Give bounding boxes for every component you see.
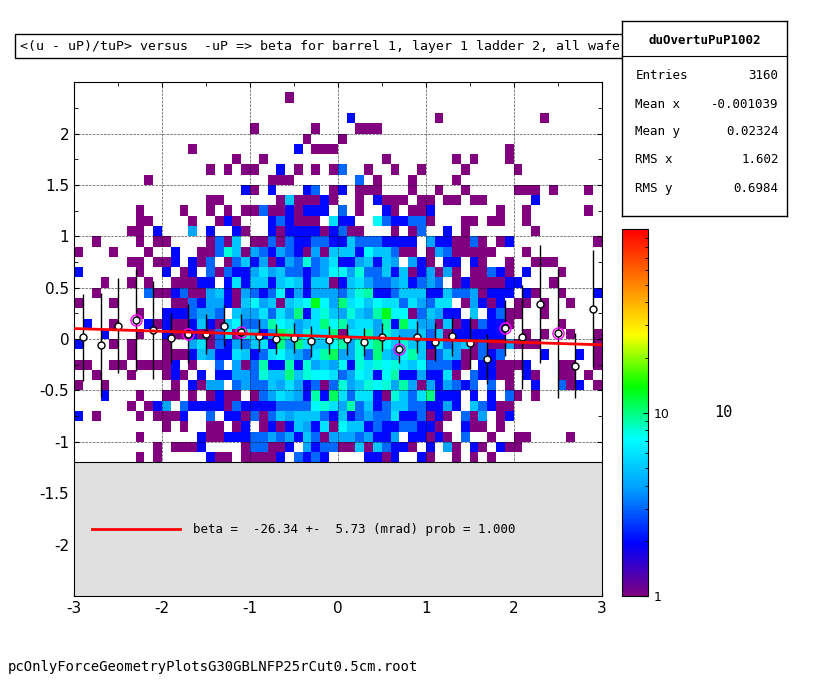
Text: beta =  -26.34 +-  5.73 (mrad) prob = 1.000: beta = -26.34 +- 5.73 (mrad) prob = 1.00… xyxy=(193,523,515,536)
Text: Entries: Entries xyxy=(635,68,688,82)
Bar xyxy=(74,462,602,596)
Text: Mean x: Mean x xyxy=(635,98,681,111)
Text: 0.6984: 0.6984 xyxy=(733,182,779,195)
Text: RMS y: RMS y xyxy=(635,182,673,195)
Text: RMS x: RMS x xyxy=(635,153,673,166)
Text: 10: 10 xyxy=(714,406,733,420)
Text: -0.001039: -0.001039 xyxy=(711,98,779,111)
Text: 0.02324: 0.02324 xyxy=(726,125,779,138)
Text: 3160: 3160 xyxy=(749,68,779,82)
Text: pcOnlyForceGeometryPlotsG30GBLNFP25rCut0.5cm.root: pcOnlyForceGeometryPlotsG30GBLNFP25rCut0… xyxy=(8,660,419,674)
Text: Mean y: Mean y xyxy=(635,125,681,138)
Text: 1.602: 1.602 xyxy=(741,153,779,166)
Text: duOvertuPuP1002: duOvertuPuP1002 xyxy=(648,34,761,47)
Text: <(u - uP)/tuP> versus  -uP => beta for barrel 1, layer 1 ladder 2, all wafers: <(u - uP)/tuP> versus -uP => beta for ba… xyxy=(21,40,636,53)
